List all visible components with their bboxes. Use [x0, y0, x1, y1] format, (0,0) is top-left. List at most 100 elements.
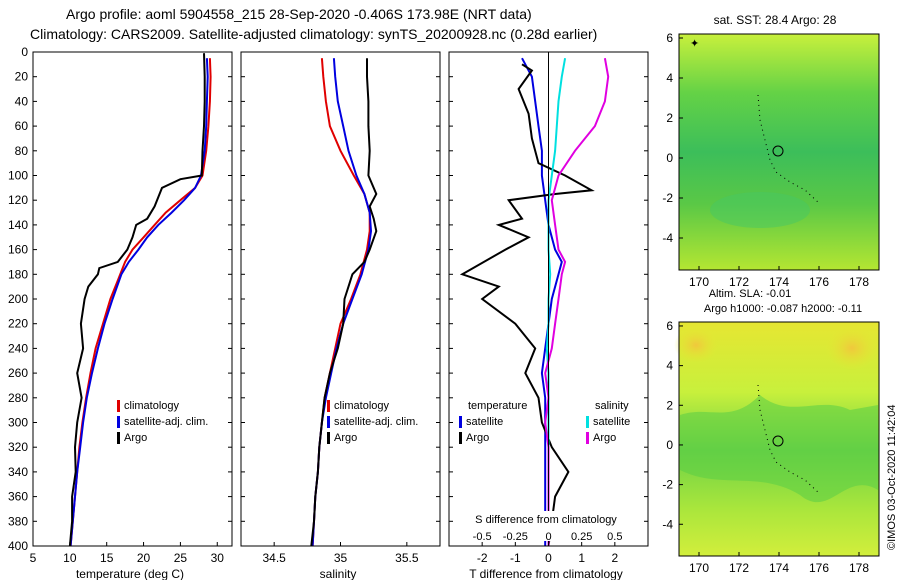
- map-y-tick-label: 2: [666, 111, 673, 125]
- depth-tick-label: 360: [8, 490, 28, 504]
- s-difference-label: S difference from climatology: [475, 514, 617, 526]
- sst-map-title: sat. SST: 28.4 Argo: 28: [714, 13, 837, 27]
- map-x-tick-label: 178: [849, 561, 869, 575]
- x-tick-label: 35: [334, 551, 348, 565]
- legend-swatch-climatology: [327, 400, 330, 412]
- series-line-climatology: [69, 58, 212, 546]
- series-line-climatology: [311, 58, 371, 546]
- legend-title-temperature: temperature: [468, 400, 527, 412]
- depth-tick-label: 140: [8, 218, 28, 232]
- map-x-tick-label: 176: [809, 275, 829, 289]
- x-tick-label: 20: [137, 551, 151, 565]
- depth-tick-label: 320: [8, 440, 28, 454]
- map-y-tick-label: 6: [666, 319, 673, 333]
- map-y-tick-label: 4: [666, 359, 673, 373]
- depth-tick-label: 180: [8, 267, 28, 281]
- sla-map-high-left: [674, 327, 718, 363]
- sst-map-patch: [710, 192, 810, 228]
- depth-tick-label: 260: [8, 366, 28, 380]
- legend-swatch-s-argo: [586, 432, 589, 444]
- x-tick-label: 1: [578, 551, 585, 565]
- legend-swatch-t-satellite: [459, 416, 462, 428]
- sst-map-marker: ✦: [690, 38, 699, 50]
- salinity-plot-frame: [240, 51, 441, 547]
- x-tick-label: 30: [211, 551, 225, 565]
- legend-label-t-argo: Argo: [466, 432, 489, 444]
- x-tick-label: 34.5: [262, 551, 286, 565]
- temperature-legend: climatology satellite-adj. clim. Argo: [117, 400, 208, 444]
- s-axis: -0.5 -0.25 0 0.25 0.5: [473, 531, 623, 543]
- depth-tick-label: 380: [8, 514, 28, 528]
- s-tick-label: -0.25: [503, 531, 528, 543]
- sla-map: Altim. SLA: -0.01 Argo h1000: -0.087 h20…: [662, 288, 880, 575]
- s-tick-label: 0.5: [607, 531, 622, 543]
- map-x-tick-label: 170: [689, 275, 709, 289]
- header-line2: Climatology: CARS2009. Satellite-adjuste…: [30, 26, 597, 42]
- x-tick-label: 15: [100, 551, 114, 565]
- sla-map-low: [680, 395, 878, 503]
- temperature-panel: 5 10 15 20 25 30 temperature (deg C) climatol…: [30, 51, 233, 580]
- x-tick-label: 35.5: [395, 551, 419, 565]
- salinity-xlabel: salinity: [320, 567, 357, 580]
- sst-map: sat. SST: 28.4 Argo: 28 ✦ 170 172 174 176 17…: [662, 13, 880, 289]
- copyright-text: ©IMOS 03-Oct-2020 11:42:04: [886, 405, 898, 550]
- s-tick-label: 0: [545, 531, 551, 543]
- legend-swatch-argo: [117, 432, 120, 444]
- legend-swatch-argo: [327, 432, 330, 444]
- depth-tick-label: 40: [15, 94, 29, 108]
- depth-tick-label: 120: [8, 193, 28, 207]
- x-tick-label: 10: [63, 551, 77, 565]
- sst-map-field: [679, 34, 879, 270]
- depth-tick-label: 220: [8, 317, 28, 331]
- map-y-tick-label: -4: [662, 231, 673, 245]
- series-line-temperature-satellite: [521, 57, 563, 546]
- legend-label-s-satellite: satellite: [593, 416, 630, 428]
- map-x-tick-label: 176: [809, 561, 829, 575]
- s-axis-background: [456, 511, 640, 541]
- depth-tick-label: 240: [8, 341, 28, 355]
- depth-tick-label: 200: [8, 292, 28, 306]
- map-x-tick-label: 172: [729, 275, 749, 289]
- depth-tick-label: 60: [15, 119, 29, 133]
- difference-xlabel: T difference from climatology: [469, 567, 623, 580]
- legend-title-salinity: salinity: [595, 400, 629, 412]
- map-y-tick-label: -4: [662, 517, 673, 531]
- difference-panel: -2 -1 0 1 2 T difference from climatology S …: [448, 51, 649, 580]
- map-y-tick-label: 0: [666, 151, 673, 165]
- sla-map-high-right: [826, 326, 878, 370]
- series-line-salinity-satellite: [545, 58, 567, 546]
- map-x-tick-label: 174: [769, 275, 789, 289]
- sla-map-title-2: Argo h1000: -0.087 h2000: -0.11: [704, 303, 862, 315]
- legend-label-satellite: satellite-adj. clim.: [124, 416, 208, 428]
- depth-tick-label: 100: [8, 169, 28, 183]
- x-tick-label: -1: [510, 551, 521, 565]
- argo-location-marker-2: [772, 435, 784, 447]
- argo-location-marker: [772, 145, 784, 157]
- depth-tick-label: 80: [15, 144, 29, 158]
- map-y-tick-label: 0: [666, 438, 673, 452]
- map-y-tick-label: 6: [666, 31, 673, 45]
- depth-tick-label: 0: [21, 45, 28, 59]
- legend-label-climatology: climatology: [334, 400, 390, 412]
- legend-swatch-t-argo: [459, 432, 462, 444]
- legend-swatch-climatology: [117, 400, 120, 412]
- legend-label-argo: Argo: [334, 432, 357, 444]
- s-tick-label: 0.25: [571, 531, 592, 543]
- series-line-satellite-adj-clim-: [311, 58, 373, 546]
- depth-tick-label: 340: [8, 465, 28, 479]
- depth-tick-label: 160: [8, 243, 28, 257]
- x-tick-label: -2: [477, 551, 488, 565]
- legend-label-satellite: satellite-adj. clim.: [334, 416, 418, 428]
- map-x-tick-label: 172: [729, 561, 749, 575]
- legend-swatch-satellite: [327, 416, 330, 428]
- map-y-tick-label: -2: [662, 191, 673, 205]
- x-tick-label: 0: [545, 551, 552, 565]
- series-line-satellite-adj-clim-: [69, 58, 209, 546]
- map-x-tick-label: 170: [689, 561, 709, 575]
- sla-map-title-1: Altim. SLA: -0.01: [709, 288, 792, 300]
- legend-label-t-satellite: satellite: [466, 416, 503, 428]
- x-tick-label: 25: [174, 551, 188, 565]
- header-line1: Argo profile: aoml 5904558_215 28-Sep-20…: [66, 6, 532, 22]
- legend-label-climatology: climatology: [124, 400, 180, 412]
- temperature-plot-frame: [32, 51, 233, 547]
